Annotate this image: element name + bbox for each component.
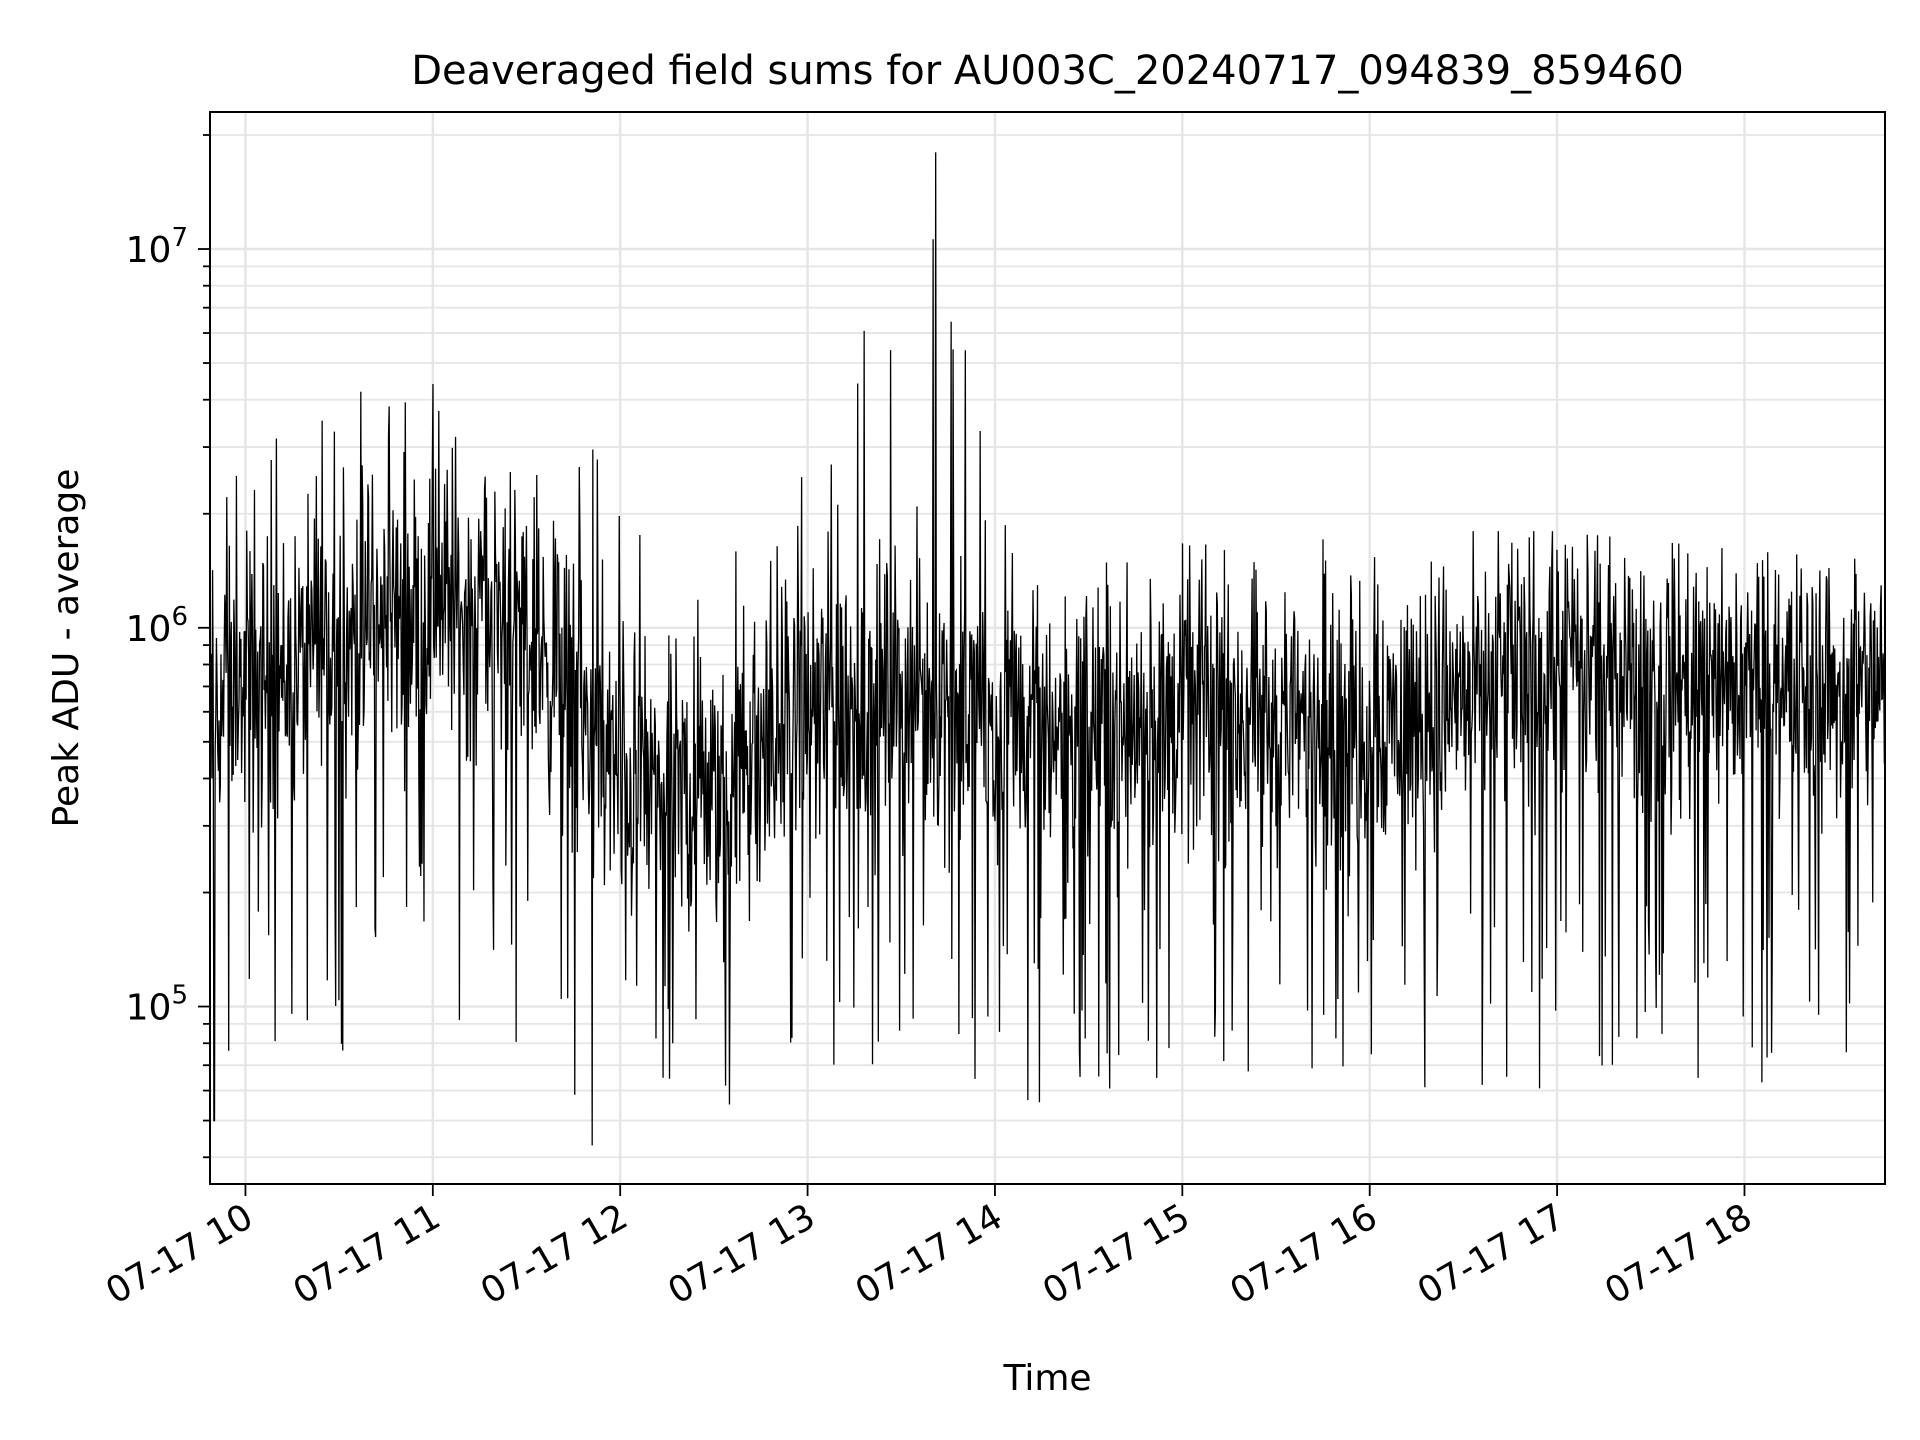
y-axis-label: Peak ADU - average <box>46 469 87 828</box>
y-tick-exponent: 5 <box>171 981 188 1011</box>
y-tick-label: 106 <box>126 602 188 650</box>
chart-title: Deaveraged field sums for AU003C_2024071… <box>411 48 1684 94</box>
data-series <box>209 152 1886 1146</box>
series-line <box>209 152 1886 1146</box>
y-tick-base: 10 <box>126 988 172 1029</box>
y-tick-base: 10 <box>126 230 172 271</box>
y-tick-exponent: 7 <box>171 223 188 253</box>
x-axis-label: Time <box>1002 1358 1091 1399</box>
y-tick-label: 107 <box>126 223 188 271</box>
y-tick-exponent: 6 <box>171 602 188 632</box>
y-tick-base: 10 <box>126 609 172 650</box>
axes-frame <box>209 111 1886 1185</box>
y-tick-label: 105 <box>126 981 188 1029</box>
